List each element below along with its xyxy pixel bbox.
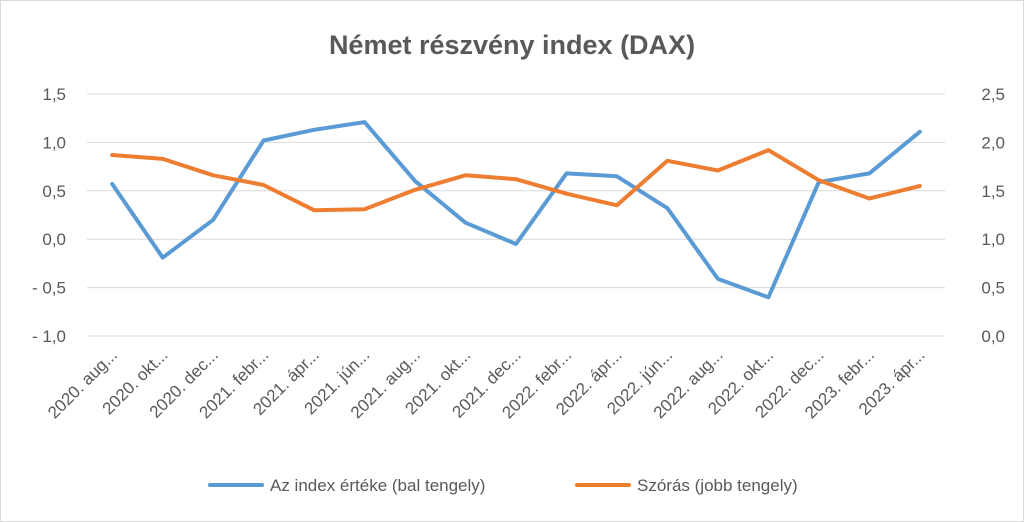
y-right-tick-label: 2,5 [981, 85, 1005, 104]
chart-title: Német részvény index (DAX) [329, 30, 695, 60]
right-axis: 0,0 0,5 1,0 1,5 2,0 2,5 [981, 85, 1005, 346]
y-right-tick-label: 1,0 [981, 230, 1005, 249]
y-right-tick-label: 0,0 [981, 327, 1005, 346]
legend: Az index értéke (bal tengely) Szórás (job… [208, 476, 798, 495]
legend-label: Szórás (jobb tengely) [637, 476, 798, 495]
y-right-tick-label: 2,0 [981, 133, 1005, 152]
y-left-tick-label: 1,0 [42, 133, 66, 152]
series [110, 120, 922, 300]
y-left-tick-label: - 1,0 [32, 327, 66, 346]
left-axis: - 1,0 - 0,5 0,0 0,5 1,0 1,5 [32, 85, 66, 346]
y-left-tick-label: 1,5 [42, 85, 66, 104]
y-left-tick-label: 0,5 [42, 182, 66, 201]
y-left-tick-label: 0,0 [42, 230, 66, 249]
y-right-tick-label: 1,5 [981, 182, 1005, 201]
legend-label: Az index értéke (bal tengely) [270, 476, 485, 495]
series-line [110, 148, 922, 213]
series-line [110, 120, 922, 300]
y-right-tick-label: 0,5 [981, 279, 1005, 298]
y-left-tick-label: - 0,5 [32, 279, 66, 298]
